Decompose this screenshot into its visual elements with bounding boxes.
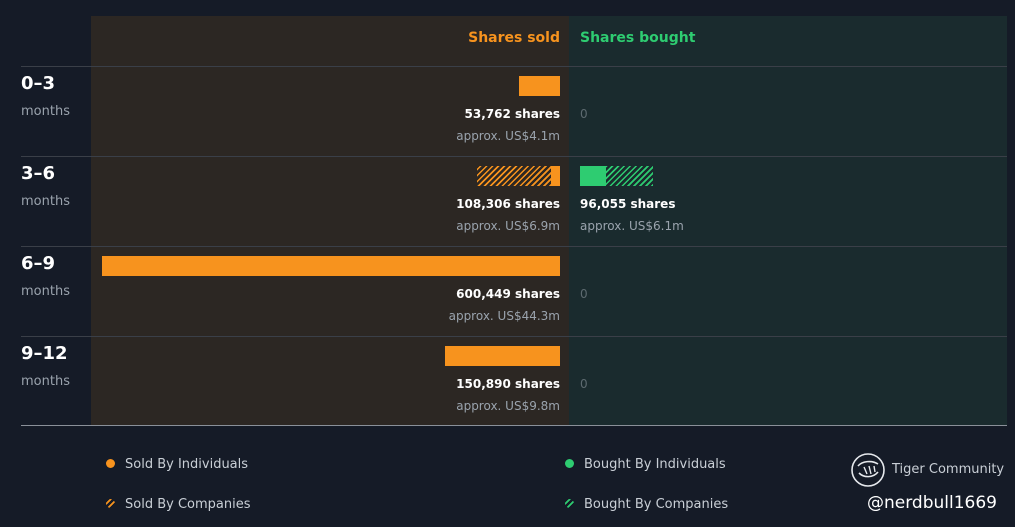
bought-companies-bar — [605, 166, 654, 186]
legend-swatch — [106, 459, 115, 468]
author-handle: @nerdbull1669 — [867, 493, 997, 513]
period-unit: months — [21, 194, 70, 209]
sold-approx-value: approx. US$4.1m — [456, 129, 560, 143]
shares-bought-panel — [569, 16, 1007, 425]
row-divider — [21, 336, 1007, 337]
legend-bought-individuals: Bought By Individuals — [565, 457, 726, 472]
sold-companies-bar — [477, 166, 551, 186]
period-unit: months — [21, 284, 70, 299]
legend-label: Sold By Individuals — [125, 457, 249, 472]
legend-label: Bought By Companies — [584, 497, 729, 512]
row-divider — [21, 156, 1007, 157]
period-label: 3–6 — [21, 163, 56, 184]
bought-individuals-bar — [580, 166, 606, 186]
sold-shares-value: 600,449 shares — [456, 287, 560, 301]
bought-zero-value: 0 — [580, 287, 588, 301]
sold-individuals-bar — [518, 76, 560, 96]
bought-zero-value: 0 — [580, 107, 588, 121]
sold-approx-value: approx. US$9.8m — [456, 399, 560, 413]
bought-zero-value: 0 — [580, 377, 588, 391]
shares-sold-header: Shares sold — [468, 30, 560, 46]
sold-shares-value: 53,762 shares — [464, 107, 560, 121]
period-unit: months — [21, 104, 70, 119]
sold-shares-value: 108,306 shares — [456, 197, 560, 211]
brand-name: Tiger Community — [892, 462, 1005, 477]
row-divider — [21, 246, 1007, 247]
bought-shares-value: 96,055 shares — [580, 197, 676, 211]
period-label: 9–12 — [21, 343, 68, 364]
shares-bought-header: Shares bought — [580, 30, 696, 46]
bought-approx-value: approx. US$6.1m — [580, 219, 684, 233]
sold-individuals-bar — [550, 166, 560, 186]
sold-approx-value: approx. US$44.3m — [448, 309, 560, 323]
legend-swatch — [565, 499, 574, 508]
tiger-logo-icon — [851, 453, 885, 487]
row-divider — [21, 66, 1007, 67]
legend-label: Sold By Companies — [125, 497, 251, 512]
sold-approx-value: approx. US$6.9m — [456, 219, 560, 233]
period-label: 0–3 — [21, 73, 56, 94]
sold-individuals-bar — [444, 346, 560, 366]
sold-individuals-bar — [102, 256, 560, 276]
period-unit: months — [21, 374, 70, 389]
legend-sold-companies: Sold By Companies — [106, 497, 250, 512]
legend-label: Bought By Individuals — [584, 457, 726, 472]
period-label: 6–9 — [21, 253, 56, 274]
legend-swatch — [565, 459, 574, 468]
legend-sold-individuals: Sold By Individuals — [106, 457, 248, 472]
sold-shares-value: 150,890 shares — [456, 377, 560, 391]
chart-baseline — [21, 425, 1007, 426]
legend-bought-companies: Bought By Companies — [565, 497, 728, 512]
brand-mark: Tiger Community — [850, 452, 1004, 488]
legend-swatch — [106, 499, 115, 508]
